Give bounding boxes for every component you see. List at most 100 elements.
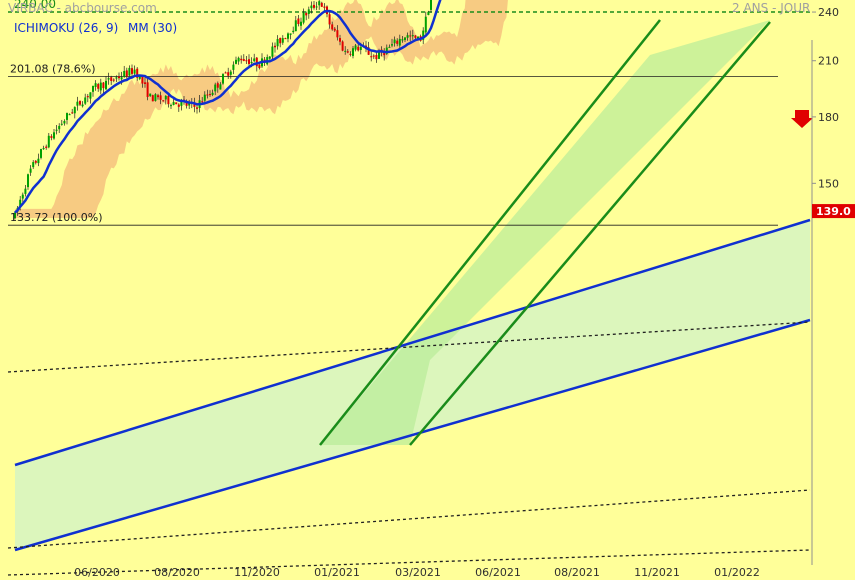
candle-body [253, 58, 256, 62]
channel-fills [15, 20, 810, 550]
candle-body [214, 84, 217, 92]
candle-body [349, 53, 352, 55]
fib-label: 133.72 (100.0%) [10, 211, 103, 224]
x-tick-label: 06/2021 [475, 566, 521, 579]
candle-body [258, 64, 261, 69]
candle-body [206, 94, 209, 96]
x-tick-label: 08/2020 [154, 566, 200, 579]
candle-body [136, 68, 139, 78]
candle-body [188, 103, 191, 106]
candle-body [172, 102, 175, 105]
candle-body [271, 46, 274, 57]
fib-label: 201.08 (78.6%) [10, 63, 96, 76]
candle-body [55, 129, 58, 131]
candle-body [367, 47, 370, 55]
candle-body [42, 148, 45, 150]
chart-period: 2 ANS - JOUR [732, 1, 810, 15]
candle-body [203, 94, 206, 101]
candle-body [170, 105, 172, 107]
candle-body [162, 100, 165, 102]
candle-body [66, 113, 68, 120]
x-tick-label: 11/2020 [234, 566, 280, 579]
candle-body [406, 35, 409, 38]
candle-body [305, 13, 308, 16]
candle-body [154, 94, 157, 101]
candle-body [401, 39, 404, 41]
candle-body [73, 107, 76, 114]
candle-body [167, 95, 170, 105]
dotted-trend-1 [7, 489, 811, 549]
candle-body [391, 44, 393, 46]
candle-body [196, 107, 198, 109]
candle-body [37, 158, 40, 164]
candle-body [352, 48, 354, 56]
candlesticks [14, 0, 432, 220]
candle-body [84, 97, 87, 104]
uptrend-upper-line [319, 19, 661, 446]
candle-body [209, 94, 211, 96]
candle-body [32, 162, 35, 168]
axes: 150180210240270300330360390420448.5344.0… [74, 6, 855, 579]
candle-body [372, 55, 375, 57]
candle-body [404, 37, 406, 40]
candle-body [216, 83, 219, 88]
candle-body [224, 72, 227, 74]
x-tick-label: 03/2021 [395, 566, 441, 579]
x-tick-label: 01/2021 [314, 566, 360, 579]
candle-body [40, 149, 42, 158]
candle-body [388, 46, 391, 48]
candle-body [307, 9, 310, 15]
candle-body [274, 45, 276, 48]
indicator-ichimoku: ICHIMOKU (26, 9) [14, 21, 118, 35]
candle-body [50, 136, 53, 138]
channel-lower-line [14, 318, 811, 552]
candle-body [378, 50, 380, 59]
candle-body [27, 174, 29, 188]
candle-body [292, 30, 295, 33]
candle-body [53, 132, 55, 139]
candle-body [138, 76, 141, 79]
candle-body [107, 78, 110, 80]
trend-lines [7, 11, 811, 576]
candle-body [120, 77, 123, 80]
candle-body [414, 35, 417, 38]
x-tick-label: 01/2022 [714, 566, 760, 579]
candle-body [235, 59, 237, 64]
candle-body [339, 38, 341, 42]
candle-body [237, 57, 240, 62]
candle-body [193, 102, 196, 107]
candle-body [144, 82, 146, 84]
candle-body [276, 39, 279, 47]
candle-body [310, 5, 313, 9]
candle-body [323, 6, 326, 8]
candle-body [164, 95, 167, 100]
candle-body [409, 35, 412, 37]
dotted-trend-3 [7, 549, 811, 576]
candle-body [118, 76, 120, 79]
candle-body [430, 0, 432, 10]
candle-body [232, 64, 235, 70]
candle-body [315, 6, 318, 8]
y-tick-label: 210 [818, 55, 839, 68]
candle-body [422, 30, 425, 40]
candle-body [151, 95, 154, 102]
candle-body [281, 38, 284, 43]
candle-body [34, 160, 37, 163]
candle-body [354, 45, 357, 50]
candle-body [112, 79, 115, 81]
candle-body [300, 21, 302, 26]
candle-body [344, 50, 347, 52]
candle-body [19, 199, 22, 207]
candle-body [357, 46, 360, 51]
candle-body [341, 41, 344, 51]
candle-body [141, 75, 144, 84]
candle-body [331, 24, 334, 30]
candle-body [219, 84, 222, 90]
uptrend-channel-fill [320, 20, 770, 445]
candle-body [115, 77, 118, 79]
candle-body [125, 70, 128, 77]
candle-body [383, 51, 386, 56]
candle-body [110, 77, 113, 81]
candle-body [105, 80, 107, 90]
candle-body [336, 30, 339, 38]
